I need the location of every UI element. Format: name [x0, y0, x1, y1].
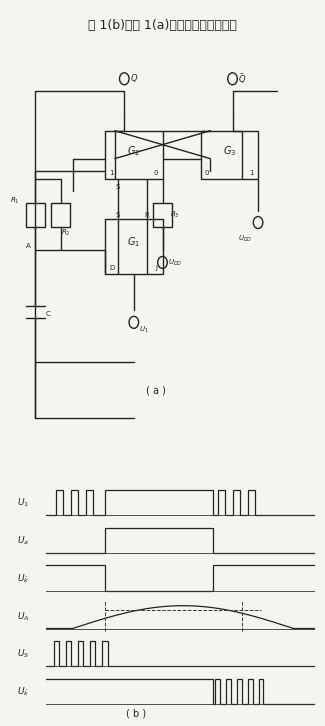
Text: 0: 0 — [154, 170, 158, 176]
Text: $U_1$: $U_1$ — [138, 325, 148, 335]
Text: Q: Q — [131, 74, 137, 83]
Bar — [51, 203, 70, 227]
Text: $R_2$: $R_2$ — [60, 227, 70, 237]
Text: $U_{\bar{k}}$: $U_{\bar{k}}$ — [17, 685, 29, 698]
Text: 图 1(b)是图 1(a)电路的工作时序图。: 图 1(b)是图 1(a)电路的工作时序图。 — [88, 19, 237, 32]
Text: $R_3$: $R_3$ — [170, 209, 180, 220]
Text: $G_2$: $G_2$ — [127, 144, 140, 158]
Text: ( a ): ( a ) — [146, 386, 166, 395]
Text: $U_A$: $U_A$ — [17, 610, 29, 623]
Text: S: S — [116, 211, 120, 218]
Text: 1: 1 — [109, 170, 114, 176]
Text: 1: 1 — [249, 170, 254, 176]
Text: C: C — [46, 311, 50, 317]
Text: $G_1$: $G_1$ — [127, 235, 140, 250]
Text: $G_3$: $G_3$ — [223, 144, 236, 158]
Text: R: R — [144, 211, 149, 218]
Text: ( b ): ( b ) — [126, 709, 147, 718]
Bar — [105, 131, 162, 179]
Text: $U_a$: $U_a$ — [17, 534, 29, 547]
Text: $R_1$: $R_1$ — [10, 195, 19, 205]
Text: D: D — [109, 266, 114, 272]
Text: $U_1$: $U_1$ — [17, 497, 29, 510]
Text: $U_{DD}$: $U_{DD}$ — [168, 257, 182, 268]
Text: $U_{DD}$: $U_{DD}$ — [238, 233, 253, 244]
Text: $U_S$: $U_S$ — [17, 648, 29, 661]
Text: $U_{\bar{k}}$: $U_{\bar{k}}$ — [17, 572, 29, 585]
Text: 0: 0 — [205, 170, 209, 176]
Bar — [201, 131, 258, 179]
Text: J: J — [155, 266, 157, 272]
Bar — [26, 203, 45, 227]
Bar — [105, 219, 162, 274]
Text: $\bar{Q}$: $\bar{Q}$ — [238, 72, 246, 86]
Text: S: S — [116, 184, 120, 189]
Bar — [153, 203, 172, 227]
Text: A: A — [26, 243, 31, 250]
